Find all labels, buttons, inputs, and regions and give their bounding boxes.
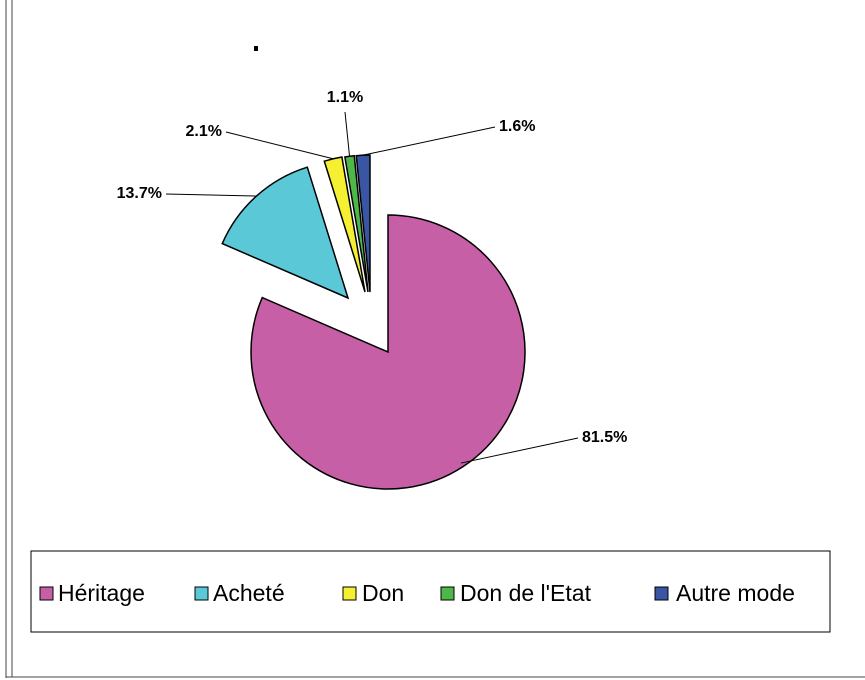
- pie-slice: [221, 166, 350, 300]
- pie-slice: [344, 154, 369, 293]
- legend-label: Autre mode: [676, 580, 795, 606]
- legend-swatch: [194, 586, 209, 601]
- legend-box: [30, 550, 831, 633]
- data-label: 1.6%: [499, 118, 535, 135]
- dot: [254, 46, 258, 51]
- leader-line: [363, 126, 496, 156]
- pie-slice: [323, 156, 366, 293]
- leader-line: [460, 437, 579, 464]
- legend-label: Don: [362, 580, 404, 606]
- legend-label: Don de l'Etat: [460, 580, 592, 606]
- legend-swatch: [342, 586, 357, 601]
- legend-swatch: [39, 586, 54, 601]
- pie-slice: [355, 154, 371, 293]
- leader-line: [344, 111, 351, 157]
- leader-line: [225, 131, 334, 160]
- data-label: 2.1%: [186, 123, 222, 140]
- legend-label: Acheté: [213, 580, 285, 606]
- pie-slice: [250, 214, 526, 490]
- legend-swatch: [654, 586, 669, 601]
- data-label: 81.5%: [582, 429, 627, 446]
- leader-line: [165, 193, 257, 197]
- legend-label: Héritage: [58, 580, 145, 606]
- data-label: 13.7%: [117, 185, 162, 202]
- data-label: 1.1%: [327, 89, 363, 106]
- legend-swatch: [440, 586, 455, 601]
